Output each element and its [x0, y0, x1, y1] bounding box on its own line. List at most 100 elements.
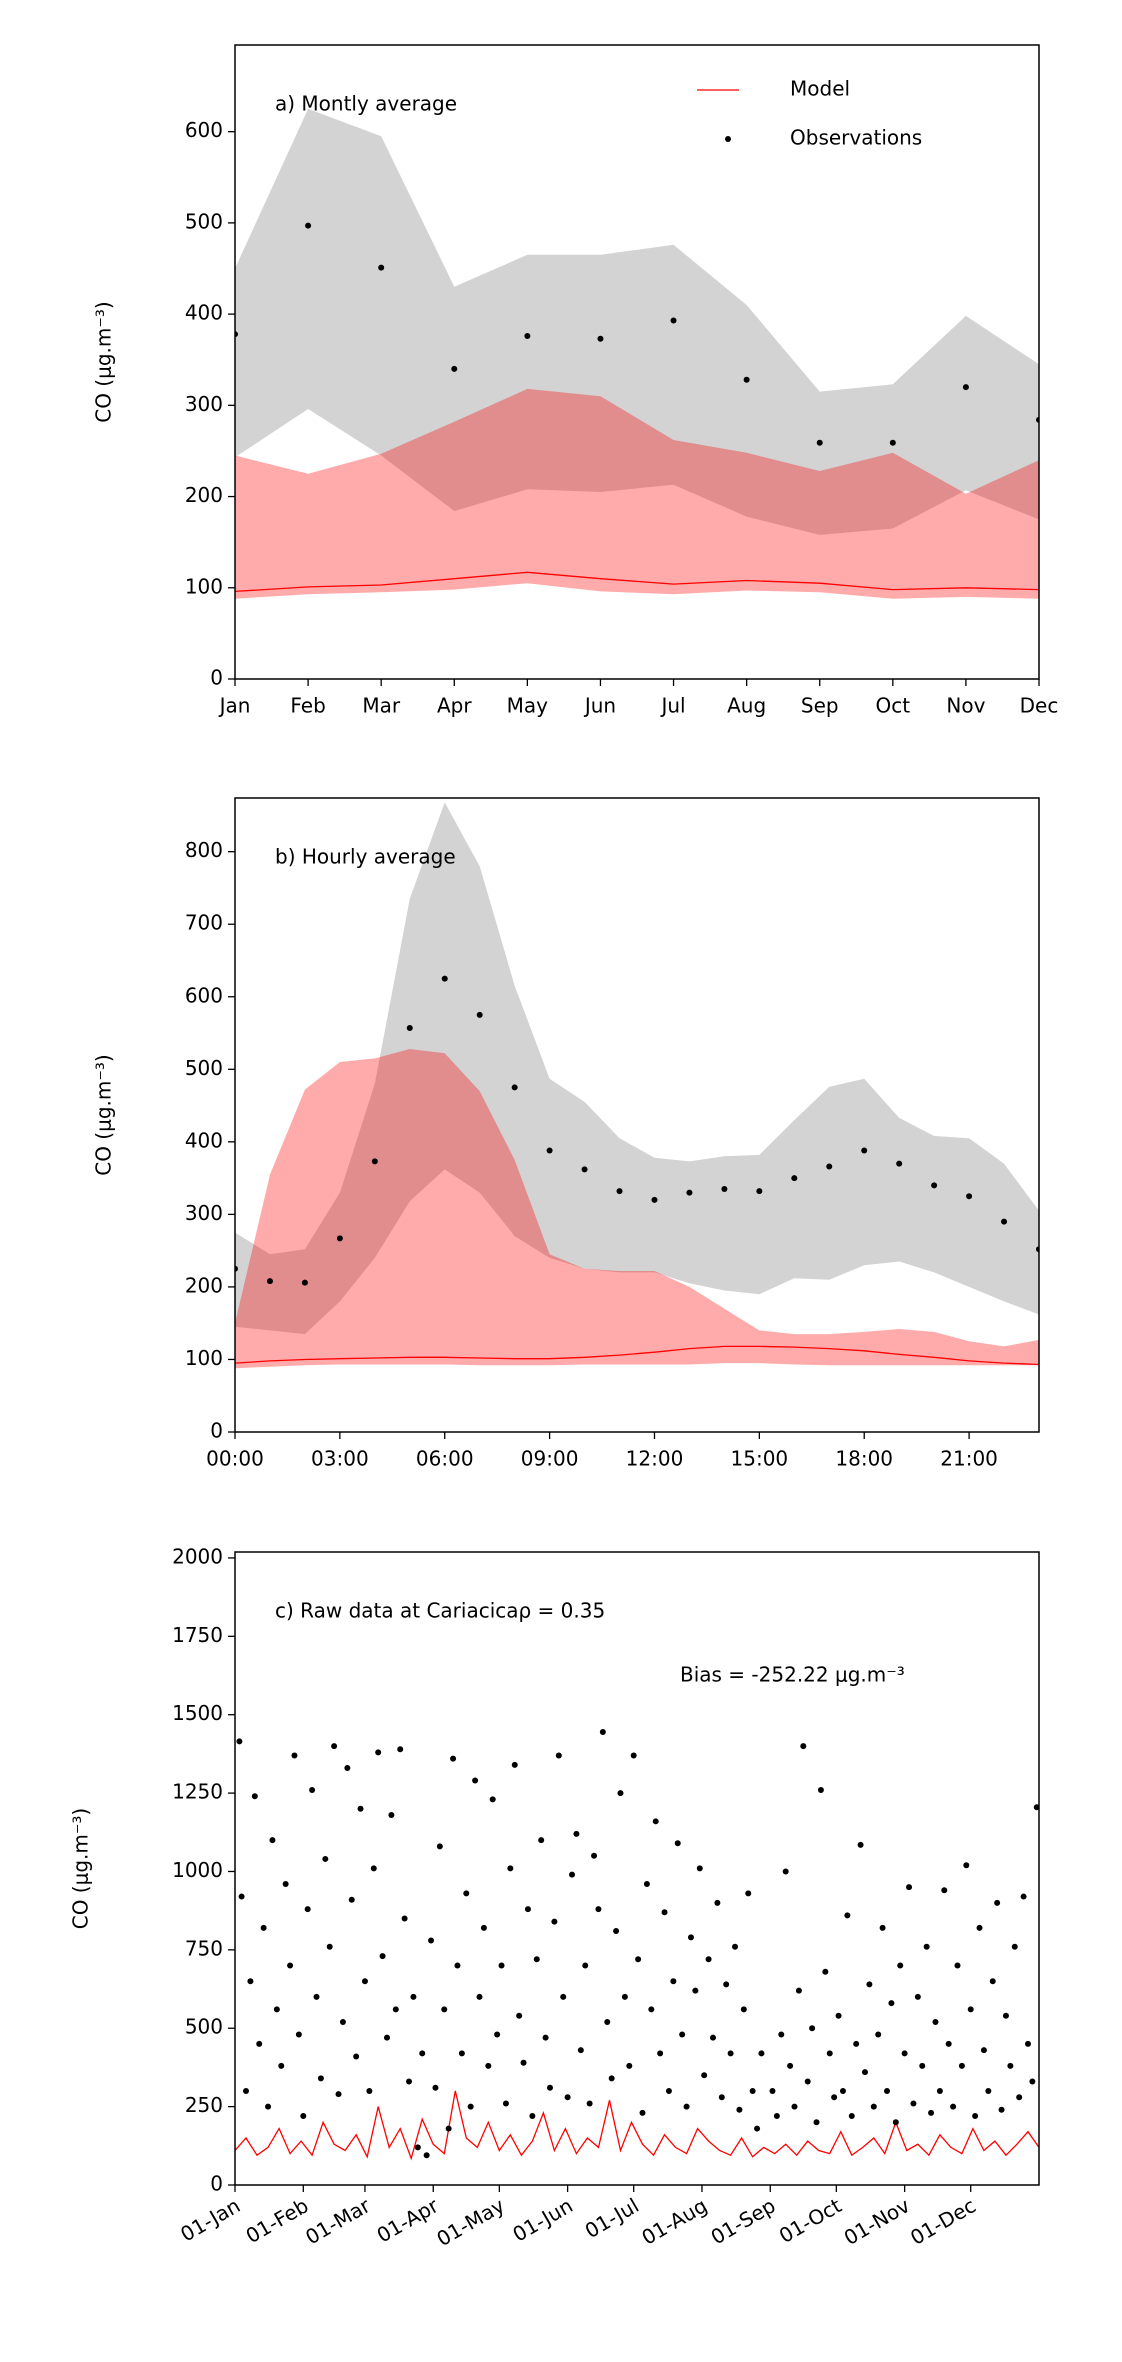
observation-point — [467, 2103, 474, 2110]
observation-point — [998, 2106, 1005, 2113]
observation-point — [679, 2031, 686, 2038]
observation-point — [928, 2109, 935, 2116]
observation-point — [309, 1786, 316, 1793]
observation-point — [795, 1987, 802, 1994]
observation-point — [635, 1956, 642, 1963]
observation-point — [599, 1728, 606, 1735]
observation-point — [357, 1805, 364, 1812]
x-tick-label: Mar — [362, 694, 401, 718]
observation-point — [839, 2087, 846, 2094]
observation-point — [520, 2059, 527, 2066]
x-tick-label: Jan — [218, 694, 251, 718]
x-tick-label: May — [507, 694, 549, 718]
observation-point — [546, 2084, 553, 2091]
observation-point — [906, 1884, 913, 1891]
y-axis-label: CO (μg.m⁻³) — [92, 301, 116, 423]
x-tick-label: Jun — [583, 694, 616, 718]
observation-point — [1011, 1943, 1018, 1950]
observation-point — [782, 1868, 789, 1875]
observation-point — [414, 2144, 421, 2151]
y-tick-label: 200 — [185, 1273, 223, 1297]
observation-point — [538, 1837, 545, 1844]
observation-point — [976, 1924, 983, 1931]
observation-point — [732, 1943, 739, 1950]
observation-point — [901, 2050, 908, 2057]
observation-point — [791, 1175, 798, 1182]
observation-point — [896, 1160, 903, 1167]
observation-point — [910, 2100, 917, 2107]
observation-point — [822, 1968, 829, 1975]
observation-point — [401, 1915, 408, 1922]
observation-point — [604, 2018, 611, 2025]
observation-point — [696, 1865, 703, 1872]
annotation: Bias = -252.22 μg.m⁻³ — [680, 1663, 905, 1687]
observation-point — [950, 2103, 957, 2110]
observation-point — [967, 2006, 974, 2013]
observation-point — [472, 1777, 479, 1784]
model-line — [235, 571, 1039, 593]
observation-point — [317, 2075, 324, 2082]
observation-point — [441, 2006, 448, 2013]
observation-point — [383, 2034, 390, 2041]
observation-point — [866, 1981, 873, 1988]
x-tick-label: 01-Sep — [707, 2193, 780, 2249]
y-tick-label: 750 — [185, 1936, 223, 1960]
observation-point — [247, 1978, 254, 1985]
observation-point — [791, 2103, 798, 2110]
observation-point — [595, 1906, 602, 1913]
x-tick-label: 01-Mar — [301, 2193, 375, 2249]
observation-point — [511, 1084, 518, 1091]
observation-point — [406, 2078, 413, 2085]
axes-frame — [234, 797, 1040, 1433]
observation-point — [524, 1906, 531, 1913]
observation-point — [817, 1786, 824, 1793]
observation-point — [1033, 1804, 1039, 1811]
x-tick-label: 00:00 — [206, 1447, 264, 1471]
observation-point — [884, 2087, 891, 2094]
x-tick-label: 12:00 — [626, 1447, 684, 1471]
x-tick-label: 06:00 — [416, 1447, 474, 1471]
observation-point — [573, 1830, 580, 1837]
observation-point — [919, 2062, 926, 2069]
observation-point — [972, 2113, 979, 2120]
observation-point — [727, 2050, 734, 2057]
x-tick-label: 01-Dec — [906, 2193, 980, 2249]
observation-point — [266, 1278, 273, 1285]
observation-point — [608, 2075, 615, 2082]
observation-point — [1024, 2040, 1031, 2047]
observation-point — [564, 2094, 571, 2101]
observation-point — [714, 1899, 721, 1906]
observation-point — [931, 1182, 938, 1189]
observation-point — [936, 2087, 943, 2094]
observation-point — [670, 1978, 677, 1985]
observation-point — [701, 2072, 708, 2079]
legend-label: Model — [790, 77, 850, 101]
observation-point — [489, 1796, 496, 1803]
observation-point — [844, 1912, 851, 1919]
y-tick-label: 300 — [185, 1201, 223, 1225]
observation-point — [305, 222, 312, 229]
observation-point — [853, 2040, 860, 2047]
observation-point — [773, 2113, 780, 2120]
observation-point — [1029, 2078, 1036, 2085]
panel-title: b) Hourly average — [275, 845, 456, 869]
y-tick-label: 1500 — [172, 1701, 223, 1725]
observation-point — [291, 1752, 298, 1759]
observation-point — [804, 2078, 811, 2085]
x-tick-label: 01-Jan — [176, 2193, 244, 2246]
observation-point — [371, 1158, 378, 1165]
observation-point — [335, 2091, 342, 2098]
observation-point — [958, 2062, 965, 2069]
observation-point — [652, 1818, 659, 1825]
observation-point — [304, 1906, 311, 1913]
y-tick-label: 600 — [185, 983, 223, 1007]
x-tick-label: 03:00 — [311, 1447, 369, 1471]
observation-point — [1020, 1893, 1027, 1900]
observation-point — [888, 2000, 895, 2007]
y-tick-label: 600 — [185, 118, 223, 142]
observation-point — [256, 2040, 263, 2047]
observation-point — [423, 2152, 430, 2159]
observation-point — [835, 2012, 842, 2019]
observation-point — [546, 1147, 553, 1154]
